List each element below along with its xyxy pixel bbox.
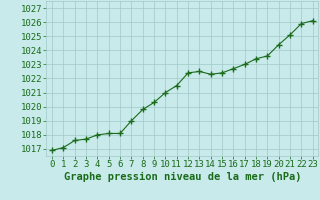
X-axis label: Graphe pression niveau de la mer (hPa): Graphe pression niveau de la mer (hPa) <box>64 172 301 182</box>
